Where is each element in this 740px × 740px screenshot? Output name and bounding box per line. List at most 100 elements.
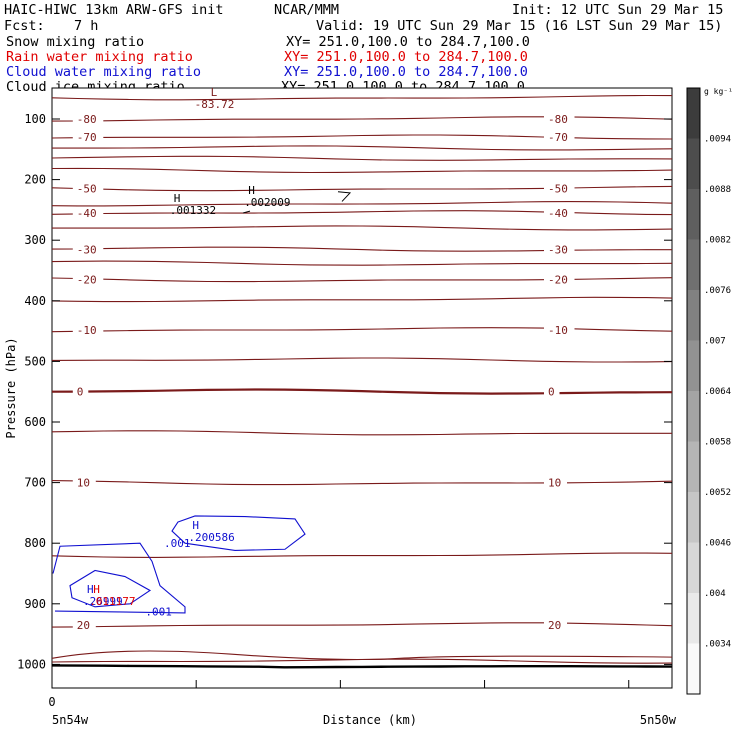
- temperature-contour: [52, 225, 673, 231]
- temperature-contour-label: 0: [77, 386, 84, 399]
- snow-contour: [242, 210, 251, 214]
- colorbar-segment: [687, 138, 700, 189]
- temperature-contour: [51, 430, 672, 436]
- contour-label-bg: [544, 476, 567, 489]
- extremum-value: .26999: [83, 595, 123, 608]
- temperature-contour: [51, 167, 673, 174]
- surface-line: [51, 664, 673, 669]
- temperature-contour-label: -40: [77, 207, 97, 220]
- temperature-contour-label: -50: [548, 183, 568, 196]
- temperature-contour-label: 20: [77, 619, 90, 632]
- temperature-contour-label: -10: [548, 324, 568, 337]
- y-tick-label: 300: [24, 233, 46, 247]
- extremum-value: .001332: [170, 204, 216, 217]
- contour-label-bg: [72, 113, 104, 125]
- extremum-marker: H: [174, 192, 181, 205]
- extremum-value: .200586: [188, 531, 234, 544]
- temperature-contour: [51, 552, 673, 558]
- field-snow-name: Snow mixing ratio: [6, 34, 145, 50]
- temperature-contour-label: 10: [548, 477, 561, 490]
- field-cloudwater-name: Cloud water mixing ratio: [6, 64, 202, 80]
- contour-label-bg: [544, 619, 567, 632]
- colorbar-tick-label: .0094: [704, 135, 731, 145]
- contour-label-bg: [544, 182, 575, 195]
- colorbar-segment: [687, 643, 700, 694]
- extremum-marker: H: [87, 583, 94, 596]
- temperature-contour: [51, 201, 673, 207]
- field-cloudwater-xy: XY= 251.0,100.0 to 284.7,100.0: [284, 64, 528, 80]
- contour-label-bg: [72, 619, 96, 632]
- temperature-contour-label: -80: [77, 113, 97, 126]
- temperature-contour-label: -70: [77, 131, 97, 144]
- colorbar-segment: [687, 340, 700, 391]
- y-tick-label: 900: [24, 597, 46, 611]
- extremum-marker: H: [93, 583, 100, 596]
- valid-time: Valid: 19 UTC Sun 29 Mar 15 (16 LST Sun …: [316, 18, 723, 34]
- extremum-value: -83.72: [195, 98, 235, 111]
- colorbar-segment: [687, 239, 700, 290]
- extremum-marker: L: [211, 86, 218, 99]
- colorbar-tick-label: .0052: [704, 488, 731, 498]
- temperature-contour: [51, 357, 673, 363]
- colorbar-tick-label: .0064: [704, 387, 731, 397]
- colorbar-tick-label: .0088: [704, 185, 731, 195]
- colorbar-tick-label: .0058: [704, 438, 731, 448]
- contour-label-bg: [72, 385, 89, 398]
- temperature-contour: [51, 480, 673, 486]
- contour-label-bg: [72, 273, 104, 286]
- y-tick-label: 1000: [17, 657, 46, 671]
- contour-label-bg: [544, 385, 560, 398]
- agency: NCAR/MMM: [274, 2, 340, 18]
- temperature-contour: [52, 145, 673, 151]
- colorbar-segment: [687, 391, 700, 442]
- colorbar-segment: [687, 492, 700, 543]
- extremum-marker: H: [248, 184, 255, 197]
- colorbar-frame: [686, 87, 701, 695]
- near-surface-contour: [51, 650, 673, 661]
- y-tick-label: 400: [24, 294, 46, 308]
- cloud-water-contour: [69, 569, 152, 608]
- temperature-contour: [51, 388, 673, 395]
- colorbar-tick-label: .0034: [704, 640, 731, 650]
- temperature-contour-label: -40: [548, 207, 568, 220]
- contour-label-bg: [544, 323, 575, 336]
- y-tick-label: 700: [24, 476, 46, 490]
- x-left-label: 5n54w: [52, 713, 89, 727]
- snow-contour: [337, 191, 352, 202]
- plot-frame: [51, 87, 673, 689]
- extremum-value: .002009: [244, 196, 290, 209]
- init-time: Init: 12 UTC Sun 29 Mar 15: [512, 2, 724, 18]
- contour-label-bg: [72, 476, 96, 489]
- temperature-contour-label: -30: [548, 243, 568, 256]
- contour-label-bg: [544, 273, 575, 286]
- temperature-contour-label: 10: [77, 477, 90, 490]
- colorbar-segment: [687, 290, 700, 341]
- colorbar-segment: [687, 88, 700, 139]
- contour-label-bg: [544, 131, 575, 144]
- cloud-water-contour-label: .001: [145, 606, 172, 619]
- colorbar-tick-label: .0046: [704, 539, 731, 549]
- cloud-water-contour-label: .001: [164, 537, 191, 550]
- colorbar-tick-label: .0082: [704, 236, 731, 246]
- colorbar-unit: g kg⁻¹: [704, 87, 733, 96]
- y-tick-label: 800: [24, 536, 46, 550]
- colorbar-segment: [687, 189, 700, 240]
- contour-label-bg: [544, 243, 575, 256]
- temperature-contour-label: -70: [548, 131, 568, 144]
- cloud-water-contour: [171, 515, 306, 552]
- field-rain-xy: XY= 251.0,100.0 to 284.7,100.0: [284, 49, 528, 65]
- temperature-contour: [51, 296, 673, 303]
- temperature-contour-label: 20: [548, 619, 561, 632]
- model-title: HAIC-HIWC 13km ARW-GFS init: [4, 2, 224, 18]
- colorbar-segment: [687, 441, 700, 492]
- fcst-label: Fcst:: [4, 18, 45, 34]
- contour-label-bg: [72, 182, 104, 195]
- temperature-contour-label: -20: [548, 274, 568, 287]
- x-right-label: 5n50w: [640, 713, 677, 727]
- colorbar-tick-label: .007: [704, 337, 726, 347]
- contour-label-bg: [544, 113, 575, 125]
- contour-label-bg: [544, 206, 575, 219]
- fcst-value: 7 h: [74, 18, 99, 34]
- colorbar-tick-label: .004: [704, 589, 726, 599]
